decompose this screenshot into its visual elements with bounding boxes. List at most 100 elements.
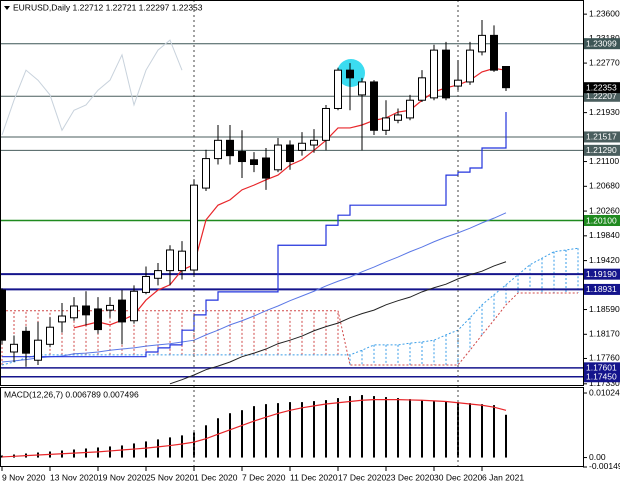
candle-body — [58, 315, 66, 323]
candle-body — [238, 151, 246, 163]
candle-body — [310, 139, 318, 146]
y-tick-label: 0.010245 — [589, 387, 620, 397]
candle-body — [370, 81, 378, 131]
candles — [0, 20, 510, 367]
candle-body — [442, 49, 450, 99]
price-label: 1.21290 — [586, 145, 617, 155]
candle-body — [46, 326, 54, 345]
x-tick-label: 23 Dec 2020 — [386, 472, 434, 482]
x-tick-label: 7 Dec 2020 — [242, 472, 286, 482]
price-label-box — [584, 215, 620, 227]
candle-body — [298, 142, 306, 151]
y-tick-label: 1.19840 — [589, 230, 620, 240]
candle-body — [82, 305, 90, 316]
y-tick-label: 1.21930 — [589, 107, 620, 117]
candle-body — [262, 157, 270, 179]
candle-body — [394, 114, 402, 121]
candle-body — [130, 290, 138, 322]
x-tick-label: 1 Dec 2020 — [194, 472, 238, 482]
y-tick-label: 1.17330 — [589, 378, 620, 388]
candle-body — [154, 270, 162, 279]
price-label: 1.17601 — [586, 363, 617, 373]
candle-body — [190, 184, 198, 271]
candle-body — [430, 49, 438, 99]
indicator-line — [1, 39, 183, 136]
candle-body — [178, 250, 186, 272]
price-label: 1.19190 — [586, 269, 617, 279]
y-tick-label: 1.23600 — [589, 8, 620, 18]
candle-body — [214, 139, 222, 160]
chart-title: EURUSD,Daily 1.22712 1.22721 1.22297 1.2… — [13, 2, 203, 12]
candle-body — [70, 305, 78, 319]
x-tick-label: 17 Dec 2020 — [338, 472, 386, 482]
price-label: 1.21517 — [586, 132, 617, 142]
indicator-line — [169, 261, 507, 385]
indicator-line — [2, 112, 507, 358]
macd-title: MACD(12,26,7) 0.006789 0.007496 — [4, 389, 139, 399]
y-tick-label: 0.00 — [589, 452, 606, 462]
y-tick-label: 1.17760 — [589, 353, 620, 363]
candle-body — [334, 69, 342, 109]
y-tick-label: 1.20680 — [589, 181, 620, 191]
axes: 1.23600 1.23180 1.22770 1.21930 1.21100 1.206… — [1, 8, 620, 482]
price-label: 1.23099 — [586, 38, 617, 48]
candle-body — [166, 249, 174, 272]
candle-body — [490, 34, 498, 71]
x-tick-label: 13 Nov 2020 — [50, 472, 98, 482]
candle-body — [286, 144, 294, 163]
candle-body — [226, 139, 234, 157]
price-label: 1.18931 — [586, 284, 617, 294]
candle-body — [478, 34, 486, 53]
candle-body — [22, 330, 30, 354]
candle-body — [382, 117, 390, 131]
macd-frame — [0, 387, 584, 467]
signal-line — [1, 398, 507, 458]
price-frame — [0, 0, 584, 386]
candle-body — [454, 79, 462, 87]
candle-body — [94, 308, 102, 331]
price-label-box — [584, 283, 620, 295]
candle-body — [346, 69, 354, 79]
x-tick-label: 6 Jan 2021 — [482, 472, 524, 482]
price-label-box — [584, 362, 620, 374]
candle-body — [358, 81, 366, 96]
price-label: 1.17450 — [586, 371, 617, 381]
price-label-box — [584, 82, 620, 94]
x-tick-label: 9 Nov 2020 — [2, 472, 46, 482]
y-tick-label: 1.18590 — [589, 304, 620, 314]
price-label: 1.20100 — [586, 215, 617, 225]
candle-body — [406, 99, 414, 119]
price-label-box — [584, 268, 620, 280]
price-label-box — [584, 371, 620, 383]
candle-body — [106, 304, 114, 311]
indicator-line — [1, 212, 507, 363]
menu-arrow — [4, 6, 10, 10]
price-label: 1.22207 — [586, 91, 617, 101]
candle-body — [418, 77, 426, 101]
y-tick-label: 1.22770 — [589, 57, 620, 67]
x-tick-label: 19 Nov 2020 — [98, 472, 146, 482]
candle-body — [274, 144, 282, 171]
y-tick-label: 1.18170 — [589, 329, 620, 339]
price-label: 1.22353 — [586, 82, 617, 92]
y-tick-label: -0.001499 — [589, 461, 620, 471]
x-tick-label: 11 Dec 2020 — [290, 472, 338, 482]
candle-body — [118, 299, 126, 323]
price-label-box — [584, 38, 620, 50]
candle-body — [142, 276, 150, 293]
candle-body — [250, 159, 258, 165]
candle-body — [202, 158, 210, 189]
candle-body — [322, 107, 330, 141]
x-tick-label: 25 Nov 2020 — [146, 472, 194, 482]
price-label-box — [584, 90, 620, 102]
price-label-box — [584, 144, 620, 156]
x-tick-label: 30 Dec 2020 — [434, 472, 482, 482]
y-tick-label: 1.23180 — [589, 33, 620, 43]
candle-body — [502, 66, 510, 89]
y-tick-label: 1.20260 — [589, 205, 620, 215]
candle-body — [466, 49, 474, 83]
candle-body — [0, 289, 6, 341]
cloud-span-a — [1, 247, 579, 366]
y-tick-label: 1.21100 — [589, 156, 619, 166]
